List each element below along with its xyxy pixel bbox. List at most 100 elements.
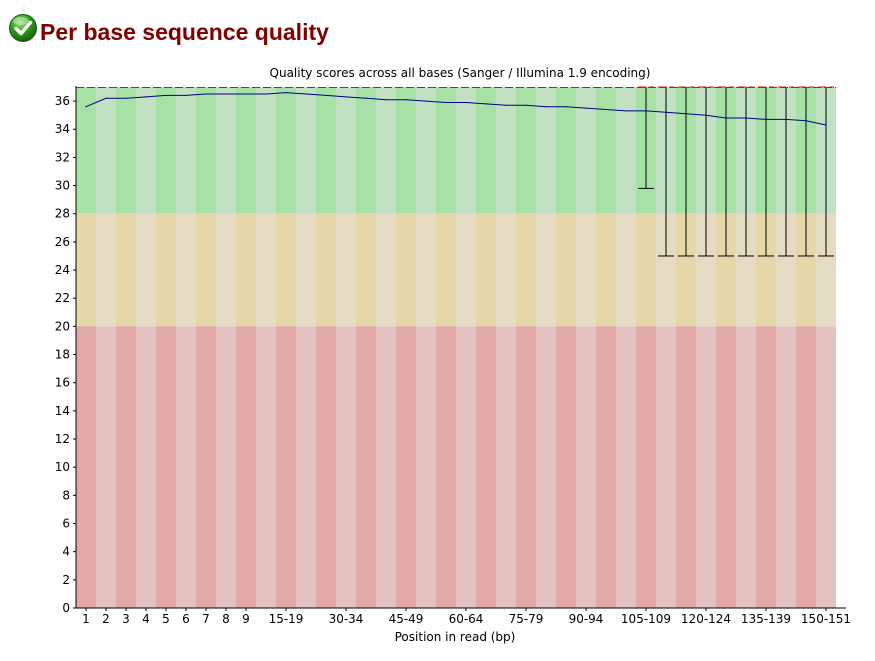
poor-zone-cell xyxy=(716,326,736,608)
good-zone-cell xyxy=(516,87,536,214)
y-tick-label-16: 16 xyxy=(55,376,70,390)
reasonable-zone-cell xyxy=(616,213,636,327)
poor-zone-cell xyxy=(216,326,236,608)
good-zone-cell xyxy=(356,87,376,214)
good-zone-cell xyxy=(556,87,576,214)
good-zone-cell xyxy=(456,87,476,214)
reasonable-zone-cell xyxy=(676,213,696,327)
y-tick-label-4: 4 xyxy=(62,545,70,559)
y-tick-label-22: 22 xyxy=(55,291,70,305)
reasonable-zone-cell xyxy=(596,213,616,327)
reasonable-zone-cell xyxy=(696,213,716,327)
reasonable-zone-cell xyxy=(336,213,356,327)
reasonable-zone-cell xyxy=(556,213,576,327)
y-tick-label-12: 12 xyxy=(55,432,70,446)
mean-line-group xyxy=(85,92,827,126)
mean-point-25-29 xyxy=(325,94,327,97)
reasonable-zone-cell xyxy=(276,213,296,327)
x-tick-label-30-34: 30-34 xyxy=(329,612,364,626)
mean-point-75-79 xyxy=(525,104,527,106)
y-tick-label-26: 26 xyxy=(55,235,70,249)
reasonable-zone-cell xyxy=(396,213,416,327)
x-tick-label-8: 8 xyxy=(222,612,230,626)
mean-point-60-64 xyxy=(465,101,467,104)
poor-zone-cell xyxy=(256,326,276,608)
y-tick-label-8: 8 xyxy=(62,488,70,502)
reasonable-zone-cell xyxy=(636,213,656,327)
good-zone-cell xyxy=(596,87,616,214)
poor-zone-cell xyxy=(496,326,516,608)
x-tick-label-120-124: 120-124 xyxy=(681,612,731,626)
y-tick-label-18: 18 xyxy=(55,348,70,362)
poor-zone-cell xyxy=(476,326,496,608)
zone-bands xyxy=(76,87,836,608)
poor-zone-cell xyxy=(296,326,316,608)
mean-point-5 xyxy=(165,94,167,97)
good-zone-cell xyxy=(576,87,596,214)
poor-zone-cell xyxy=(356,326,376,608)
reasonable-zone-cell xyxy=(496,213,516,327)
poor-zone-cell xyxy=(676,326,696,608)
mean-point-105-109 xyxy=(645,110,647,112)
mean-point-90-94 xyxy=(585,107,587,109)
x-tick-label-6: 6 xyxy=(182,612,190,626)
good-zone-cell xyxy=(76,87,96,214)
poor-zone-cell xyxy=(776,326,796,608)
poor-zone-cell xyxy=(696,326,716,608)
x-tick-label-15-19: 15-19 xyxy=(269,612,304,626)
reasonable-zone-cell xyxy=(176,213,196,327)
y-tick-label-0: 0 xyxy=(62,601,70,615)
y-tick-label-36: 36 xyxy=(55,94,70,108)
mean-point-40-44 xyxy=(385,99,387,101)
mean-point-50-54 xyxy=(425,100,427,102)
y-tick-label-32: 32 xyxy=(55,150,70,164)
good-zone-cell xyxy=(536,87,556,214)
good-zone-cell xyxy=(496,87,516,214)
mean-point-45-49 xyxy=(405,99,407,101)
page-title: Per base sequence quality xyxy=(40,18,329,45)
poor-zone-cell xyxy=(816,326,836,608)
reasonable-zone-cell xyxy=(376,213,396,327)
mean-point-65-69 xyxy=(485,103,487,105)
good-zone-cell xyxy=(216,87,236,214)
mean-point-115-119 xyxy=(685,113,687,115)
mean-point-100-104 xyxy=(625,110,627,112)
mean-point-1 xyxy=(85,106,87,108)
x-tick-label-75-79: 75-79 xyxy=(509,612,544,626)
good-zone-cell xyxy=(196,87,216,214)
poor-zone-cell xyxy=(96,326,116,608)
good-zone-cell xyxy=(156,87,176,214)
x-axis-label: Position in read (bp) xyxy=(395,630,516,644)
reasonable-zone-cell xyxy=(716,213,736,327)
mean-point-8 xyxy=(225,93,227,95)
mean-point-35-39 xyxy=(365,97,367,99)
reasonable-zone-cell xyxy=(476,213,496,327)
x-tick-label-150-151: 150-151 xyxy=(801,612,851,626)
y-tick-label-28: 28 xyxy=(55,207,70,221)
reasonable-zone-cell xyxy=(776,213,796,327)
poor-zone-cell xyxy=(636,326,656,608)
mean-point-80-84 xyxy=(545,106,547,108)
mean-point-140-144 xyxy=(785,118,787,120)
mean-point-110-114 xyxy=(665,111,667,113)
x-tick-label-9: 9 xyxy=(242,612,250,626)
reasonable-zone-cell xyxy=(536,213,556,327)
good-zone-cell xyxy=(396,87,416,214)
mean-point-20-24 xyxy=(305,93,307,95)
good-zone-cell xyxy=(296,87,316,214)
y-tick-label-34: 34 xyxy=(55,122,70,136)
reasonable-zone-cell xyxy=(436,213,456,327)
good-zone-cell xyxy=(96,87,116,214)
mean-point-4 xyxy=(145,96,147,98)
x-tick-label-60-64: 60-64 xyxy=(449,612,484,626)
reasonable-zone-cell xyxy=(216,213,236,327)
y-tick-label-20: 20 xyxy=(55,319,70,333)
mean-quality-line xyxy=(85,92,827,126)
poor-zone-cell xyxy=(236,326,256,608)
pass-check-icon xyxy=(9,14,37,42)
poor-zone-cell xyxy=(436,326,456,608)
box-plots xyxy=(76,86,836,257)
x-tick-label-4: 4 xyxy=(142,612,150,626)
mean-point-145-149 xyxy=(805,120,807,122)
